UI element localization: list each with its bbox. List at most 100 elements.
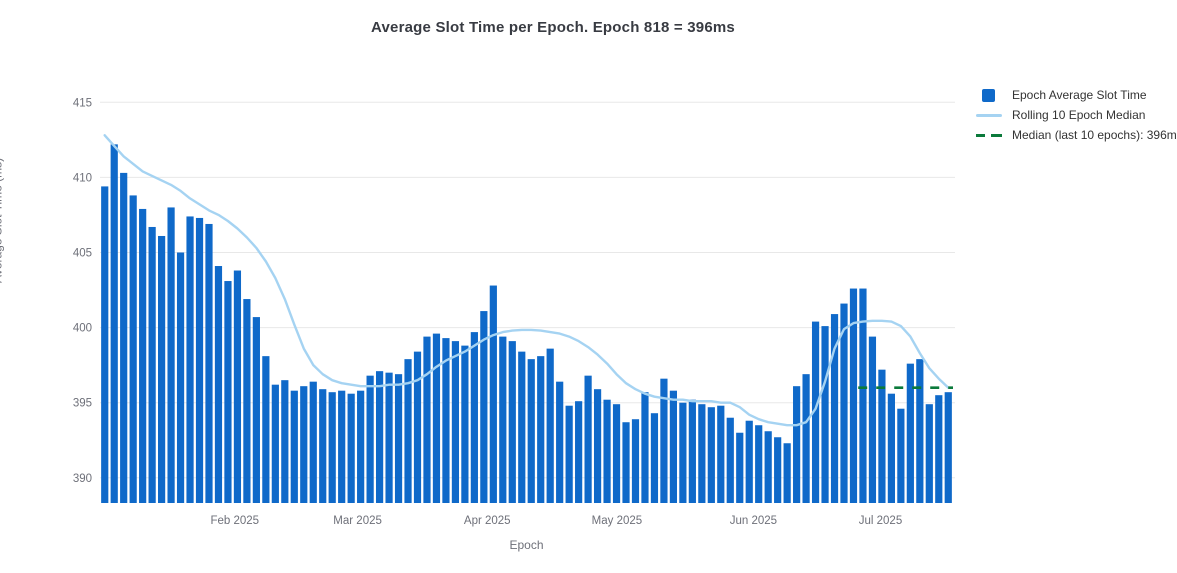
epoch-bar[interactable] <box>224 281 232 503</box>
epoch-bar[interactable] <box>745 420 753 503</box>
epoch-bar[interactable] <box>537 356 545 503</box>
epoch-bar[interactable] <box>726 417 734 503</box>
epoch-bar[interactable] <box>214 266 223 503</box>
epoch-bar[interactable] <box>859 288 867 503</box>
epoch-bar[interactable] <box>897 408 905 503</box>
epoch-bar[interactable] <box>366 375 374 503</box>
epoch-bar[interactable] <box>527 359 535 503</box>
epoch-bar[interactable] <box>281 380 289 503</box>
epoch-bar[interactable] <box>707 407 715 503</box>
epoch-bar[interactable] <box>925 404 933 503</box>
epoch-bar[interactable] <box>423 336 431 503</box>
epoch-bar[interactable] <box>129 195 137 504</box>
epoch-bar[interactable] <box>916 359 924 503</box>
epoch-bar[interactable] <box>139 208 147 503</box>
epoch-bar[interactable] <box>717 405 725 503</box>
epoch-bar[interactable] <box>394 374 403 503</box>
y-tick-label: 395 <box>73 398 92 410</box>
epoch-bar[interactable] <box>319 389 327 503</box>
epoch-bar[interactable] <box>347 393 355 503</box>
epoch-bar[interactable] <box>290 390 298 503</box>
legend-item-median-last10[interactable]: Median (last 10 epochs): 396ms <box>976 129 1177 142</box>
epoch-bar[interactable] <box>480 311 488 503</box>
epoch-bar[interactable] <box>764 431 772 503</box>
epoch-bar[interactable] <box>252 317 260 503</box>
epoch-bar[interactable] <box>736 432 744 503</box>
epoch-bar[interactable] <box>650 413 659 503</box>
epoch-bar[interactable] <box>546 348 554 503</box>
epoch-bar[interactable] <box>518 351 526 503</box>
rolling-median-line[interactable] <box>103 134 950 427</box>
epoch-bar[interactable] <box>821 326 829 503</box>
epoch-bar[interactable] <box>262 356 270 503</box>
epoch-bar[interactable] <box>470 332 478 503</box>
epoch-bar[interactable] <box>755 425 763 503</box>
epoch-bar[interactable] <box>413 351 422 503</box>
epoch-bar[interactable] <box>499 336 507 503</box>
epoch-bar[interactable] <box>357 390 365 503</box>
epoch-bar[interactable] <box>935 395 943 503</box>
epoch-bar[interactable] <box>575 401 583 503</box>
y-tick-label: 410 <box>73 172 92 184</box>
epoch-bar[interactable] <box>584 375 592 503</box>
epoch-bar[interactable] <box>944 392 952 503</box>
epoch-bar[interactable] <box>328 392 336 503</box>
epoch-bar[interactable] <box>508 341 516 503</box>
epoch-bar[interactable] <box>641 392 649 503</box>
epoch-bar[interactable] <box>461 345 469 503</box>
epoch-bar[interactable] <box>195 217 204 503</box>
epoch-bar[interactable] <box>243 299 251 503</box>
epoch-bar[interactable] <box>404 359 412 503</box>
epoch-bar[interactable] <box>176 252 185 504</box>
epoch-bar[interactable] <box>101 186 109 503</box>
epoch-bar[interactable] <box>887 393 895 503</box>
epoch-bar[interactable] <box>660 378 668 503</box>
epoch-bar[interactable] <box>830 314 839 503</box>
epoch-bar[interactable] <box>110 144 118 504</box>
epoch-bar[interactable] <box>309 381 317 503</box>
epoch-bar[interactable] <box>612 404 621 503</box>
epoch-bar[interactable] <box>669 390 677 503</box>
epoch-bar[interactable] <box>593 389 602 503</box>
epoch-bar[interactable] <box>565 405 573 503</box>
epoch-bar[interactable] <box>167 207 175 503</box>
epoch-bar[interactable] <box>603 399 611 503</box>
epoch-bar[interactable] <box>679 402 687 503</box>
epoch-bar[interactable] <box>783 443 791 503</box>
legend-item-epoch-average[interactable]: Epoch Average Slot Time <box>976 89 1177 102</box>
epoch-bar[interactable] <box>451 341 460 503</box>
epoch-bar[interactable] <box>205 223 213 503</box>
epoch-bar[interactable] <box>385 372 393 503</box>
epoch-bar[interactable] <box>811 321 820 503</box>
epoch-bar[interactable] <box>698 404 706 503</box>
epoch-bar[interactable] <box>878 369 886 503</box>
epoch-bar[interactable] <box>375 371 384 503</box>
legend-item-rolling-median[interactable]: Rolling 10 Epoch Median <box>976 109 1177 122</box>
epoch-bar[interactable] <box>906 363 914 503</box>
epoch-bar[interactable] <box>631 419 640 503</box>
epoch-bar[interactable] <box>840 303 848 503</box>
epoch-bar[interactable] <box>556 381 564 503</box>
epoch-bar[interactable] <box>432 333 441 503</box>
y-tick-label: 400 <box>73 323 92 335</box>
epoch-bar[interactable] <box>158 235 166 504</box>
y-tick-label: 390 <box>73 473 92 485</box>
epoch-bar[interactable] <box>688 399 696 503</box>
epoch-bar[interactable] <box>120 172 128 503</box>
epoch-bar[interactable] <box>849 288 858 503</box>
epoch-bar[interactable] <box>793 386 801 503</box>
epoch-bar[interactable] <box>233 270 242 503</box>
epoch-bar[interactable] <box>442 338 450 503</box>
epoch-bar[interactable] <box>300 386 308 503</box>
epoch-bar[interactable] <box>802 374 810 503</box>
epoch-bar[interactable] <box>868 336 877 503</box>
epoch-bar[interactable] <box>622 422 630 503</box>
epoch-bar[interactable] <box>186 216 194 503</box>
x-tick-label: Mar 2025 <box>333 515 382 527</box>
epoch-bar[interactable] <box>489 285 497 503</box>
epoch-bar[interactable] <box>774 437 782 503</box>
epoch-bar[interactable] <box>148 226 156 503</box>
epoch-bar[interactable] <box>338 390 346 503</box>
epoch-bar[interactable] <box>271 384 279 503</box>
